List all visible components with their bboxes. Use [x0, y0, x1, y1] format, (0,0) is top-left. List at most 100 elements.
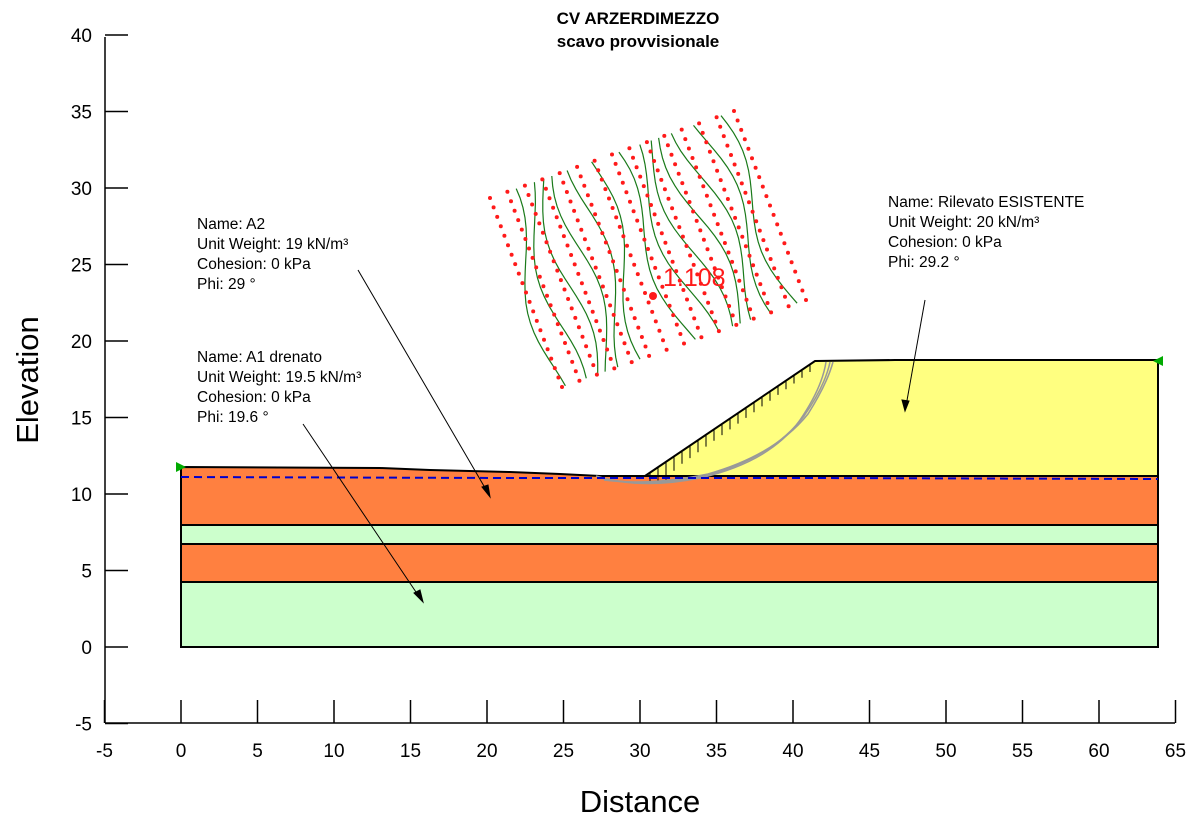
grid-dot: [641, 184, 646, 189]
grid-dot: [560, 385, 564, 389]
grid-dot: [719, 285, 724, 290]
grid-dot: [626, 350, 631, 355]
grid-dot: [727, 304, 732, 308]
fos-contours: [515, 115, 798, 387]
grid-dot: [769, 310, 774, 315]
grid-dot: [656, 221, 661, 226]
grid-dot: [647, 353, 652, 358]
x-tick-label: 5: [252, 741, 263, 762]
grid-dot: [739, 127, 744, 132]
grid-dot: [775, 222, 780, 227]
grid-dot: [611, 312, 616, 317]
grid-dot: [740, 234, 745, 239]
y-tick-label: 35: [71, 103, 92, 124]
grid-dot: [664, 347, 669, 352]
grid-dot: [687, 200, 692, 204]
grid-dot: [768, 257, 773, 261]
grid-dot: [748, 307, 753, 312]
grid-dot: [572, 208, 577, 213]
grid-dot: [662, 187, 667, 192]
grid-dot: [721, 134, 726, 139]
grid-dot: [708, 203, 713, 208]
grid-dot: [670, 206, 675, 211]
grid-dot: [793, 269, 798, 274]
grid-dot: [706, 300, 711, 305]
contour-line: [533, 182, 587, 379]
grid-dot: [631, 155, 635, 160]
grid-dot: [628, 199, 632, 204]
grid-dot: [652, 212, 657, 217]
grid-dot: [730, 259, 735, 264]
grid-dot: [604, 294, 609, 298]
grid-dot: [733, 269, 738, 274]
factor-of-safety-label: 1.108: [663, 264, 726, 292]
a2-unit-weight: Unit Weight: 19 kN/m³: [197, 236, 348, 253]
grid-dot: [786, 304, 791, 309]
grid-dot: [683, 190, 688, 195]
contour-line: [693, 125, 771, 314]
grid-dot: [556, 375, 561, 380]
grid-dot: [608, 356, 613, 361]
right-boundary-marker: [1153, 356, 1163, 366]
left-boundary-marker: [176, 462, 186, 472]
grid-dot: [648, 149, 653, 154]
grid-dot: [695, 325, 700, 330]
grid-dot: [736, 171, 741, 176]
contour-line: [670, 133, 752, 320]
grid-dot: [561, 180, 566, 185]
grid-dot: [673, 162, 678, 167]
grid-dot: [543, 186, 548, 191]
grid-dot: [692, 316, 697, 321]
grid-dot: [661, 338, 665, 343]
grid-dot: [713, 319, 718, 324]
grid-dot: [524, 290, 528, 295]
grid-dot: [513, 262, 518, 267]
grid-dot: [760, 184, 765, 189]
grid-dot: [688, 306, 693, 311]
slip-slices: [649, 364, 811, 482]
grid-dot: [540, 177, 545, 182]
grid-dot: [587, 353, 592, 358]
grid-dot: [541, 284, 546, 289]
grid-dot: [634, 165, 639, 170]
grid-dot: [676, 171, 681, 176]
grid-dot: [531, 309, 536, 314]
grid-dot: [649, 203, 653, 207]
grid-dot: [587, 300, 592, 305]
grid-dot: [652, 159, 657, 163]
grid-dot: [663, 240, 668, 245]
grid-dot: [554, 215, 559, 220]
grid-dot: [488, 196, 492, 200]
x-tick-label: 25: [553, 741, 574, 762]
critical-center-dot: [649, 292, 657, 300]
contour-line: [639, 144, 720, 332]
grid-dot: [584, 344, 589, 349]
grid-dot: [610, 206, 615, 210]
grid-dot: [671, 313, 676, 318]
x-tick-label: 20: [476, 741, 497, 762]
grid-dot: [632, 262, 637, 267]
a1-name: Name: A1 drenato: [197, 349, 322, 366]
grid-dot: [750, 209, 755, 214]
grid-dot: [582, 237, 587, 242]
grid-dot: [605, 347, 610, 352]
grid-dot: [607, 196, 611, 201]
grid-dot: [646, 300, 651, 305]
grid-dot: [614, 215, 619, 220]
grid-dot: [629, 306, 634, 311]
grid-dot: [650, 309, 655, 314]
grid-dot: [622, 341, 627, 346]
grid-dot: [562, 287, 567, 292]
grid-dot: [638, 174, 643, 179]
grid-dot: [711, 159, 716, 164]
grid-dot: [667, 303, 672, 308]
material-label-rilevato: Name: Rilevato ESISTENTE Unit Weight: 20…: [888, 194, 1084, 271]
grid-dot: [750, 156, 754, 161]
grid-dot: [657, 328, 662, 333]
grid-dot: [725, 197, 730, 201]
grid-dot: [625, 297, 630, 302]
grid-dot: [600, 284, 605, 289]
a1-unit-weight: Unit Weight: 19.5 kN/m³: [197, 369, 361, 386]
grid-dot: [555, 268, 560, 273]
grid-dot: [782, 241, 787, 246]
